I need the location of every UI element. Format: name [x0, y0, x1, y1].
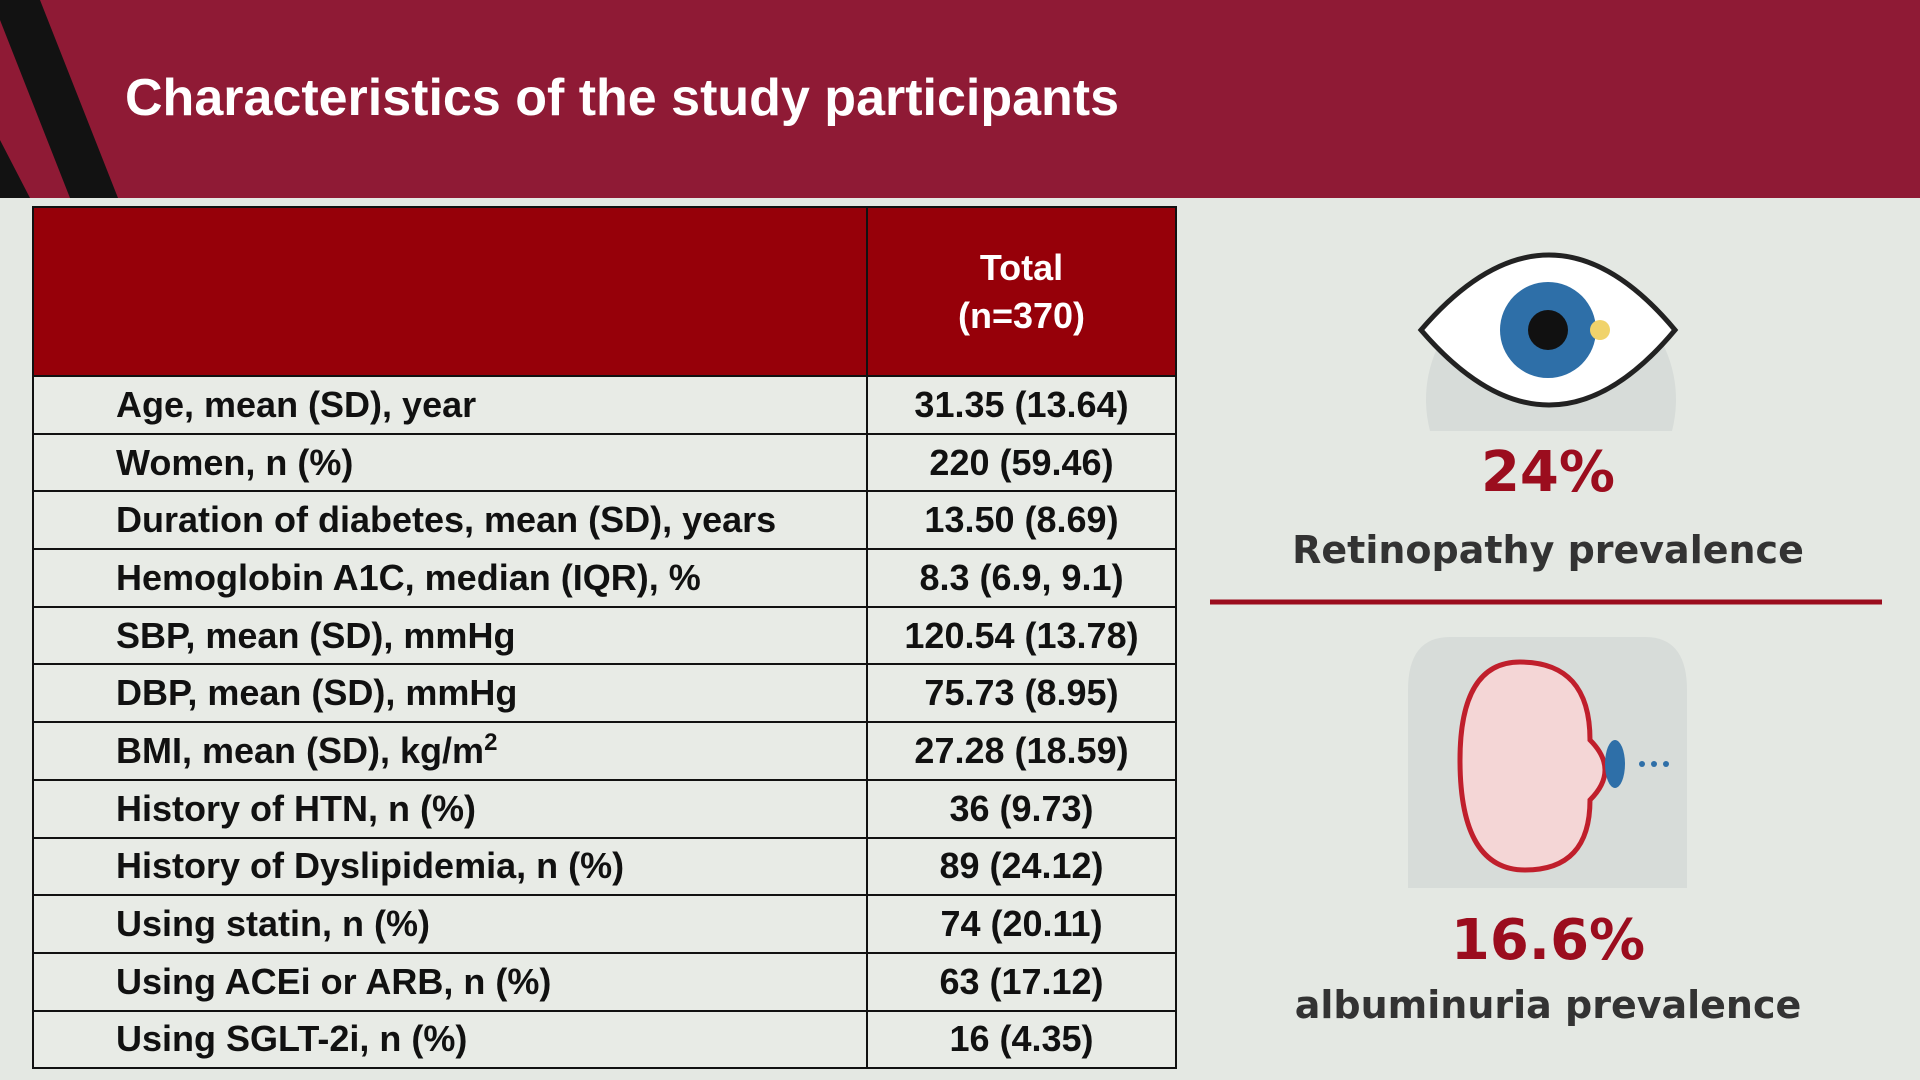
row-label: Using SGLT-2i, n (%): [116, 1018, 468, 1060]
row-label-cell: Using ACEi or ARB, n (%): [32, 951, 868, 1012]
table-row: BMI, mean (SD), kg/m2 27.28 (18.59): [32, 721, 1177, 781]
row-value: 75.73 (8.95): [866, 663, 1177, 724]
dot: [1639, 761, 1645, 767]
row-value: 220 (59.46): [866, 432, 1177, 493]
row-value: 16 (4.35): [866, 1009, 1177, 1070]
superscript: 2: [484, 729, 498, 757]
row-label-cell: DBP, mean (SD), mmHg: [32, 663, 868, 724]
slide-title: Characteristics of the study participant…: [125, 69, 1120, 127]
table-row: Using statin, n (%) 74 (20.11): [32, 894, 1177, 954]
table-row: DBP, mean (SD), mmHg 75.73 (8.95): [32, 663, 1177, 724]
row-label: BMI, mean (SD), kg/m: [116, 730, 485, 772]
table-row: Age, mean (SD), year 31.35 (13.64): [32, 375, 1177, 435]
row-label-cell: SBP, mean (SD), mmHg: [32, 605, 868, 666]
row-label-cell: Using statin, n (%): [32, 894, 868, 954]
row-label-cell: Duration of diabetes, mean (SD), years: [32, 490, 868, 551]
stat-label: Retinopathy prevalence: [1292, 528, 1804, 572]
kidney: [1457, 659, 1608, 873]
stat-label: albuminuria prevalence: [1294, 983, 1802, 1027]
stat-value: 24%: [1480, 440, 1616, 505]
row-label: Using ACEi or ARB, n (%): [116, 960, 552, 1002]
table-row: Women, n (%) 220 (59.46): [32, 432, 1177, 493]
row-value: 120.54 (13.78): [866, 605, 1177, 666]
table-row: Hemoglobin A1C, median (IQR), % 8.3 (6.9,…: [32, 548, 1177, 608]
optic-disc: [1590, 320, 1610, 340]
stat-value: 16.6%: [1450, 908, 1646, 973]
pupil: [1528, 310, 1568, 350]
row-value: 27.28 (18.59): [866, 721, 1177, 781]
dot: [1651, 761, 1657, 767]
row-label: History of HTN, n (%): [116, 787, 476, 829]
column-header: Total (n=370): [866, 206, 1177, 377]
row-label: Hemoglobin A1C, median (IQR), %: [116, 556, 701, 598]
row-label: SBP, mean (SD), mmHg: [116, 614, 516, 656]
row-label-cell: BMI, mean (SD), kg/m2: [32, 721, 868, 781]
row-label: Duration of diabetes, mean (SD), years: [116, 499, 777, 541]
row-label-cell: Women, n (%): [32, 432, 868, 493]
row-label-cell: Hemoglobin A1C, median (IQR), %: [32, 548, 868, 608]
row-value: 89 (24.12): [866, 836, 1177, 897]
logo-shape: [0, 0, 118, 198]
drop: [1605, 740, 1625, 788]
row-value: 31.35 (13.64): [866, 375, 1177, 435]
row-value: 8.3 (6.9, 9.1): [866, 548, 1177, 608]
row-label-cell: History of Dyslipidemia, n (%): [32, 836, 868, 897]
row-label-cell: History of HTN, n (%): [32, 778, 868, 839]
header-band: [0, 0, 1920, 198]
header-line: Total: [979, 246, 1064, 288]
row-value: 74 (20.11): [866, 894, 1177, 954]
table-row: SBP, mean (SD), mmHg 120.54 (13.78): [32, 605, 1177, 666]
row-label: Women, n (%): [116, 441, 354, 483]
header-line: (n=370): [957, 294, 1086, 336]
dot: [1663, 761, 1669, 767]
row-value: 13.50 (8.69): [866, 490, 1177, 551]
table-row: Using SGLT-2i, n (%) 16 (4.35): [32, 1009, 1177, 1070]
row-label-cell: Using SGLT-2i, n (%): [32, 1009, 868, 1070]
row-value: 63 (17.12): [866, 951, 1177, 1012]
table-row: Using ACEi or ARB, n (%) 63 (17.12): [32, 951, 1177, 1012]
row-label-cell: Age, mean (SD), year: [32, 375, 868, 435]
characteristics-table: Total (n=370) Age, mean (SD), year 31.35 (…: [32, 206, 1177, 1070]
row-label: DBP, mean (SD), mmHg: [116, 672, 518, 714]
table-row: Duration of diabetes, mean (SD), years 13…: [32, 490, 1177, 551]
row-value: 36 (9.73): [866, 778, 1177, 839]
table-row: History of Dyslipidemia, n (%) 89 (24.12): [32, 836, 1177, 897]
header-empty: [32, 206, 868, 377]
row-label: Age, mean (SD), year: [116, 383, 477, 425]
row-label: Using statin, n (%): [116, 903, 430, 945]
row-label: History of Dyslipidemia, n (%): [116, 845, 625, 887]
logo-shape: [0, 140, 30, 198]
table-row: History of HTN, n (%) 36 (9.73): [32, 778, 1177, 839]
